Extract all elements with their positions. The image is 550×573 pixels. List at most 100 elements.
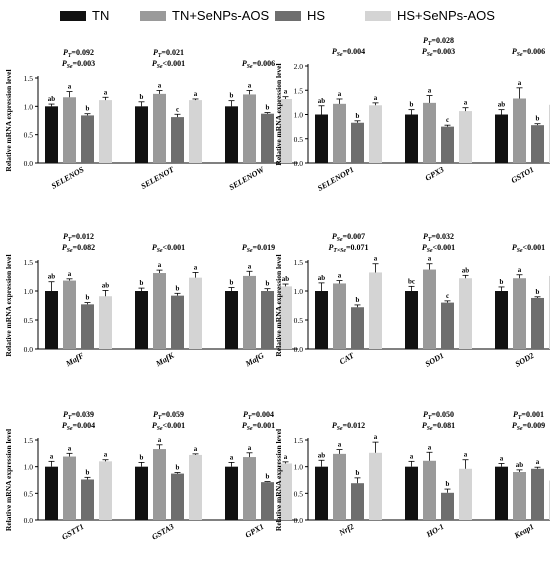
y-tick-label: 1.5 <box>294 436 304 445</box>
p-value: PT=0.028 <box>423 36 454 47</box>
significance-letter: ab <box>318 274 326 282</box>
significance-letter: a <box>518 266 522 274</box>
p-value: PSe<0.001 <box>152 59 185 70</box>
bar <box>351 307 364 349</box>
bar <box>135 291 148 349</box>
bar <box>153 273 166 349</box>
bar <box>423 460 436 520</box>
category-label: MafF <box>64 351 86 369</box>
p-value: PSe=0.082 <box>62 243 95 254</box>
bar <box>81 304 94 349</box>
significance-letter: b <box>356 296 360 304</box>
bar <box>63 456 76 520</box>
y-tick-label: 1.0 <box>294 111 304 120</box>
category-label: GSTT1 <box>60 522 85 542</box>
significance-letter: a <box>374 433 378 441</box>
y-tick-label: 1.5 <box>294 86 304 95</box>
legend-item: HS+SeNPs-AOS <box>365 8 495 23</box>
significance-letter: b <box>140 93 144 101</box>
bar <box>459 111 472 163</box>
y-tick-label: 1.0 <box>24 463 34 472</box>
legend-label: TN <box>92 8 110 23</box>
panel-2: 0.0 0.5 1.0 1.5 Relative mRNA expression lev… <box>4 232 298 369</box>
category-label: GSTA3 <box>150 522 175 542</box>
p-value: PSe=0.006 <box>242 59 275 70</box>
y-tick-label: 1.0 <box>294 463 304 472</box>
panel-4: 0.0 0.5 1.0 1.5 Relative mRNA expression lev… <box>4 410 298 542</box>
legend-swatch <box>365 10 391 21</box>
p-value: PSe=0.001 <box>242 421 275 432</box>
bar <box>261 113 274 163</box>
category-label: HO-1 <box>424 522 446 540</box>
significance-letter: b <box>86 468 90 476</box>
bar <box>279 463 292 520</box>
y-axis-title: Relative mRNA expression level <box>4 429 13 531</box>
y-tick-label: 0.5 <box>24 489 34 498</box>
significance-letter: a <box>50 452 54 460</box>
significance-letter: ab <box>318 97 326 105</box>
y-tick-label: 1.0 <box>24 287 34 296</box>
significance-letter: a <box>374 94 378 102</box>
legend-label: HS <box>307 8 326 23</box>
bar <box>495 291 508 349</box>
legend-item: HS <box>275 8 325 23</box>
bar <box>243 275 256 349</box>
bar <box>405 466 418 520</box>
p-value: PT×Se=0.071 <box>329 243 369 254</box>
significance-letter: c <box>446 116 449 124</box>
significance-letter: a <box>230 453 234 461</box>
bar <box>315 466 328 520</box>
bar <box>315 114 328 163</box>
bar <box>315 291 328 349</box>
panel-3: 0.0 0.5 1.0 1.5 Relative mRNA expression lev… <box>274 232 550 369</box>
legend-label: TN+SeNPs-AOS <box>172 8 270 23</box>
y-axis-title: Relative mRNA expression level <box>4 69 13 171</box>
bar <box>279 286 292 349</box>
bar <box>405 114 418 163</box>
y-tick-label: 0.0 <box>294 159 304 168</box>
significance-letter: a <box>248 81 252 89</box>
p-value: PSe=0.004 <box>62 421 95 432</box>
significance-letter: ab <box>516 461 524 469</box>
bar <box>513 472 526 520</box>
significance-letter: b <box>266 473 270 481</box>
significance-letter: a <box>194 263 198 271</box>
significance-letter: b <box>86 294 90 302</box>
bar <box>441 302 454 349</box>
bar <box>369 105 382 163</box>
significance-letter: a <box>248 444 252 452</box>
significance-letter: a <box>428 443 432 451</box>
p-value: PT=0.059 <box>153 410 184 421</box>
panel-1: 0.0 0.5 1.0 1.5 2.0 Relative mRNA expression … <box>274 36 550 193</box>
bar <box>441 126 454 163</box>
significance-letter: ab <box>498 101 506 109</box>
y-tick-label: 1.5 <box>294 258 304 267</box>
significance-letter: b <box>140 279 144 287</box>
significance-letter: a <box>338 90 342 98</box>
bar <box>63 280 76 349</box>
p-value: PSe=0.007 <box>332 232 365 243</box>
significance-letter: a <box>536 458 540 466</box>
significance-letter: a <box>158 436 162 444</box>
y-tick-label: 0.0 <box>24 345 34 354</box>
bar <box>459 468 472 520</box>
p-value: PSe<0.001 <box>422 243 455 254</box>
category-label: CAT <box>338 350 357 366</box>
legend-swatch <box>140 10 166 21</box>
bar <box>189 277 202 349</box>
bar <box>333 453 346 520</box>
significance-letter: a <box>248 262 252 270</box>
y-tick-label: 1.0 <box>294 287 304 296</box>
y-tick-label: 0.0 <box>294 516 304 525</box>
bar <box>513 278 526 349</box>
bar <box>225 466 238 520</box>
significance-letter: b <box>176 284 180 292</box>
significance-letter: a <box>338 441 342 449</box>
y-tick-label: 0.0 <box>24 516 34 525</box>
p-value: PT=0.001 <box>513 410 544 421</box>
significance-letter: ab <box>102 281 110 289</box>
significance-letter: ab <box>48 273 56 281</box>
category-label: MafK <box>154 351 176 369</box>
bar <box>243 94 256 163</box>
p-value: PSe=0.003 <box>422 47 455 58</box>
